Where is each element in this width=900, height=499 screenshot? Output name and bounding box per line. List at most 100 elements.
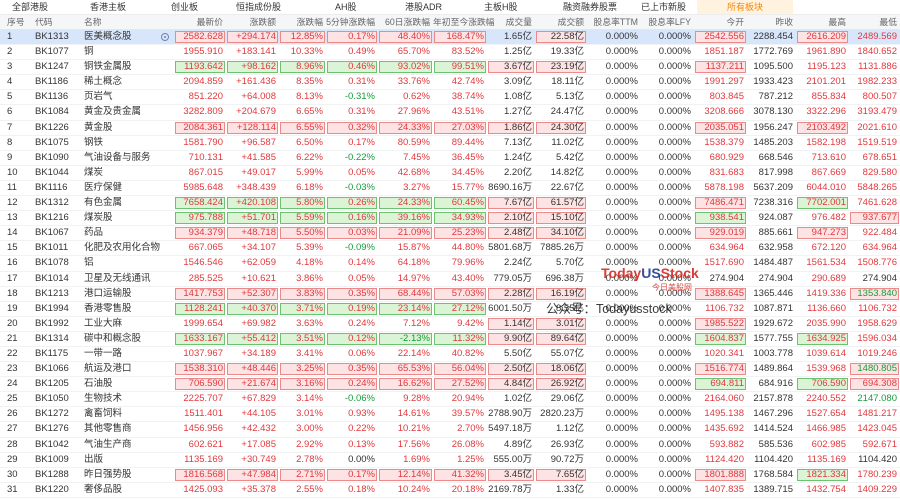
tab-hk-adr[interactable]: 港股ADR (405, 2, 443, 12)
change-5min: -0.06% (344, 393, 375, 405)
change-ytd: 57.03% (433, 287, 487, 301)
dividend-lfy: 0.000% (658, 212, 691, 224)
dividend-lfy: 0.000% (658, 106, 691, 118)
sector-name: 医疗保健 (84, 181, 123, 193)
change-60d: 64.18% (397, 257, 430, 269)
table-row[interactable]: 24 BK1205 石油股 706.590 +21.674 3.16% 0.24% 16.62… (0, 377, 900, 393)
change-pct: 3.00% (296, 423, 323, 435)
turnover: 24.47亿 (550, 106, 584, 118)
table-row[interactable]: 2 BK1077 铜 1955.910 +183.141 10.33% 0.49% 65.70… (0, 45, 900, 61)
table-row[interactable]: 26 BK1272 禽畜饲料 1511.401 +44.105 3.01% 0.93% 14.… (0, 407, 900, 423)
sector-name-cell: 药品 (80, 226, 174, 240)
table-row[interactable]: 27 BK1276 其他零售商 1456.956 +42.432 3.00% 0.22% 10… (0, 422, 900, 438)
column-header-change[interactable]: 涨跌额 (249, 17, 276, 27)
table-row[interactable]: 10 BK1044 煤炭 867.015 +49.017 5.99% 0.05% 42.68%… (0, 166, 900, 181)
tab-hk-main-board[interactable]: 香港主板 (90, 2, 127, 12)
change-ytd: 89.44% (451, 136, 484, 148)
table-row[interactable]: 22 BK1175 一带一路 1037.967 +34.189 3.41% 0.06% 22.… (0, 347, 900, 363)
table-row[interactable]: 19 BK1994 香港零售股 1128.241 +40.370 3.71% 0.19% 23… (0, 302, 900, 317)
high: 1582.198 (806, 136, 846, 148)
tab-main-board-h-shares[interactable]: 主板H股 (484, 2, 518, 12)
dividend-ttm: 0.000% (605, 257, 638, 269)
dividend-ttm: 0.000% (605, 197, 638, 209)
table-row[interactable]: 14 BK1067 药品 934.379 +48.718 5.50% 0.03% 21.09%… (0, 226, 900, 242)
sector-code: BK1078 (35, 257, 69, 269)
table-row[interactable]: 28 BK1042 气油生产商 602.621 +17.085 2.92% 0.13% 17.… (0, 438, 900, 453)
tab-all-hk-stocks[interactable]: 全部港股 (12, 2, 49, 12)
table-row[interactable]: 15 BK1011 化肥及农用化合物 667.065 +34.107 5.39% -0.09… (0, 241, 900, 257)
column-header-open[interactable]: 今开 (726, 17, 744, 27)
change-5min: 0.24% (348, 317, 375, 329)
tab-hsi-constituents[interactable]: 恒指成份股 (236, 2, 282, 12)
table-row[interactable]: 18 BK1213 港口运输股 1417.753 +52.307 3.83% 0.35% 68… (0, 287, 900, 302)
low: 2021.610 (857, 121, 897, 133)
tab-newly-listed[interactable]: 已上市新股 (641, 2, 687, 12)
tab-margin-trading-stocks[interactable]: 融资融券股票 (563, 2, 618, 12)
column-header-change-pct[interactable]: 涨跌幅 (296, 17, 323, 27)
table-row[interactable]: 4 BK1186 稀土概念 2094.859 +161.436 8.35% 0.31% 33.… (0, 75, 900, 91)
change-60d: 17.56% (397, 438, 430, 450)
column-header-last-price[interactable]: 最新价 (196, 17, 223, 27)
table-row[interactable]: 12 BK1312 有色金属 7658.424 +420.108 5.80% 0.26% 24… (0, 196, 900, 212)
change-ytd: 99.51% (433, 60, 487, 74)
column-header-low[interactable]: 最低 (879, 17, 897, 27)
column-header-volume[interactable]: 成交量 (505, 17, 532, 27)
column-header-dividend-ttm[interactable]: 股息率TTM (593, 17, 638, 27)
low: 1423.045 (857, 423, 897, 435)
last-price: 1037.967 (183, 347, 223, 359)
tab-all-sectors[interactable]: 所有板块 (697, 0, 793, 14)
dividend-ttm: 0.000% (605, 272, 638, 284)
tab-ah-shares[interactable]: AH股 (335, 2, 357, 12)
volume: 8690.16万 (488, 181, 532, 193)
column-header-prev-close[interactable]: 昨收 (775, 17, 793, 27)
change: +35.378 (241, 483, 276, 495)
tab-gem[interactable]: 创业板 (171, 2, 199, 12)
row-number: 24 (7, 378, 18, 390)
column-header-change-60d[interactable]: 60日涨跌幅 (385, 17, 430, 27)
change-5min: 0.46% (326, 60, 378, 74)
circle-dot-icon[interactable] (161, 33, 169, 41)
low: 3193.479 (857, 106, 897, 118)
sector-name-cell: 医疗保健 (80, 181, 174, 195)
column-header-high[interactable]: 最高 (828, 17, 846, 27)
column-header-name[interactable]: 名称 (84, 17, 102, 27)
table-row[interactable]: 20 BK1992 工业大麻 1999.654 +69.982 3.63% 0.24% 7.1… (0, 317, 900, 332)
table-row[interactable]: 8 BK1075 钢铁 1581.790 +96.587 6.50% 0.17% 80.59%… (0, 136, 900, 151)
table-row[interactable]: 30 BK1288 昨日强势股 1816.568 +47.984 2.71% 0.17% 12… (0, 468, 900, 483)
column-header-dividend-lfy[interactable]: 股息率LFY (648, 17, 691, 27)
turnover: 15.10亿 (535, 211, 587, 225)
table-row[interactable]: 29 BK1009 出版 1135.169 +30.749 2.78% 0.00% 1.69%… (0, 453, 900, 468)
table-row[interactable]: 17 BK1014 卫星及无线通讯 285.525 +10.621 3.86% 0.05% 1… (0, 272, 900, 287)
change-ytd: 27.03% (433, 121, 487, 135)
column-header-code[interactable]: 代码 (35, 17, 53, 27)
table-row[interactable]: 7 BK1226 黄金股 2084.361 +128.114 6.55% 0.32% 24.3… (0, 121, 900, 136)
last-price: 1546.546 (183, 257, 223, 269)
table-row[interactable]: 5 BK1136 页岩气 851.220 +64.008 8.13% -0.31% 0.62%… (0, 90, 900, 106)
table-row[interactable]: 6 BK1084 黄金及贵金属 3282.809 +204.679 6.65% 0.31% 2… (0, 105, 900, 121)
prev-close: 1772.769 (753, 46, 793, 58)
table-row[interactable]: 13 BK1216 煤炭股 975.788 +51.701 5.59% 0.16% 39.16… (0, 211, 900, 227)
sector-name-cell: 石油股 (80, 377, 174, 391)
low: 1019.246 (857, 347, 897, 359)
change-ytd: 20.94% (451, 393, 484, 405)
table-row[interactable]: 21 BK1314 碳中和概念股 1633.167 +55.412 3.51% 0.12% -… (0, 332, 900, 347)
table-row[interactable]: 31 BK1220 奢侈品股 1425.093 +35.378 2.55% 0.18% 10.… (0, 483, 900, 498)
last-price: 975.788 (174, 211, 226, 225)
column-header-change-5min[interactable]: 5分钟涨跌幅 (326, 17, 375, 27)
table-row[interactable]: 25 BK1050 生物技术 2225.707 +67.829 3.14% -0.06% 9.… (0, 392, 900, 408)
table-row[interactable]: 9 BK1090 气油设备与服务 710.131 +41.585 6.22% -0.22% 7… (0, 151, 900, 166)
column-header-index[interactable]: 序号 (7, 17, 25, 27)
column-header-turnover[interactable]: 成交额 (557, 17, 584, 27)
table-row[interactable]: 11 BK1116 医疗保健 5985.648 +348.439 6.18% -0.03% 3… (0, 181, 900, 197)
change-60d: 65.53% (378, 362, 433, 376)
table-row[interactable]: 23 BK1066 航运及港口 1538.310 +48.446 3.25% 0.35% 65… (0, 362, 900, 378)
column-header-change-ytd[interactable]: 年初至今涨跌幅 (433, 17, 495, 27)
open: 1388.645 (694, 287, 747, 301)
table-row[interactable]: 1 BK1313 医美概念股 2582.628 +294.174 12.85% 0.17% 4… (0, 30, 900, 46)
table-row[interactable]: 16 BK1078 铝 1546.546 +62.059 4.18% 0.14% 64.18%… (0, 256, 900, 272)
table-row[interactable]: 3 BK1247 铜铁金属股 1193.642 +98.162 8.96% 0.46% 93.… (0, 60, 900, 76)
dividend-ttm: 0.000% (605, 378, 638, 390)
volume: 1.02亿 (504, 393, 532, 405)
watermark-logo: TodayUSStock (601, 265, 699, 281)
dividend-ttm: 0.000% (605, 61, 638, 73)
